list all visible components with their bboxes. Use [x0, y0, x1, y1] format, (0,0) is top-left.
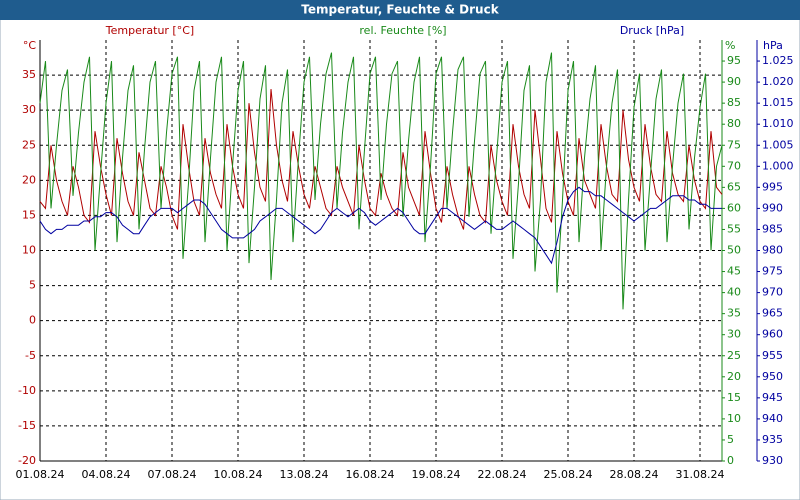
x-tick-label: 04.08.24 — [82, 468, 131, 481]
x-tick-label: 13.08.24 — [280, 468, 329, 481]
y3-tick-label: 1.005 — [762, 138, 794, 151]
y3-unit: hPa — [763, 39, 783, 52]
y2-tick-label: 15 — [727, 391, 741, 404]
x-tick-label: 01.08.24 — [16, 468, 65, 481]
y3-tick-label: 1.025 — [762, 54, 794, 67]
legend-label: Temperatur [°C] — [105, 24, 194, 37]
y3-tick-label: 945 — [762, 391, 783, 404]
y2-tick-label: 20 — [727, 370, 741, 383]
y-unit: °C — [23, 39, 37, 52]
series-line — [39, 186, 722, 265]
series-line — [39, 89, 723, 230]
series-line — [39, 52, 723, 310]
y-tick-label: 25 — [22, 138, 36, 151]
y2-tick-label: 95 — [727, 54, 741, 67]
y2-tick-label: 80 — [727, 117, 741, 130]
x-tick-label: 16.08.24 — [346, 468, 395, 481]
x-tick-label: 25.08.24 — [544, 468, 593, 481]
y3-tick-label: 980 — [762, 244, 783, 257]
legend-label: rel. Feuchte [%] — [359, 24, 446, 37]
y3-tick-label: 935 — [762, 433, 783, 446]
y-tick-label: 5 — [29, 279, 36, 292]
y2-tick-label: 30 — [727, 328, 741, 341]
y2-tick-label: 50 — [727, 244, 741, 257]
y3-tick-label: 1.000 — [762, 159, 794, 172]
y3-tick-label: 990 — [762, 201, 783, 214]
y2-tick-label: 85 — [727, 96, 741, 109]
x-tick-label: 28.08.24 — [610, 468, 659, 481]
y-tick-label: 15 — [22, 208, 36, 221]
y-tick-label: -5 — [25, 349, 36, 362]
y2-tick-label: 65 — [727, 180, 741, 193]
y3-tick-label: 965 — [762, 307, 783, 320]
y-tick-label: 20 — [22, 173, 36, 186]
x-tick-label: 31.08.24 — [676, 468, 725, 481]
y3-tick-label: 1.020 — [762, 75, 794, 88]
y2-tick-label: 5 — [727, 433, 734, 446]
y3-tick-label: 955 — [762, 349, 783, 362]
y-tick-label: -20 — [18, 454, 36, 467]
y-tick-label: 35 — [22, 68, 36, 81]
y3-tick-label: 1.015 — [762, 96, 794, 109]
y3-tick-label: 975 — [762, 265, 783, 278]
y3-tick-label: 995 — [762, 180, 783, 193]
y3-tick-label: 940 — [762, 412, 783, 425]
x-tick-label: 19.08.24 — [412, 468, 461, 481]
legend-label: Druck [hPa] — [620, 24, 684, 37]
y2-tick-label: 75 — [727, 138, 741, 151]
y2-tick-label: 60 — [727, 201, 741, 214]
y2-tick-label: 0 — [727, 454, 734, 467]
y2-tick-label: 35 — [727, 307, 741, 320]
y3-tick-label: 960 — [762, 328, 783, 341]
y-tick-label: 30 — [22, 103, 36, 116]
y2-tick-label: 90 — [727, 75, 741, 88]
y3-tick-label: 1.010 — [762, 117, 794, 130]
y3-tick-label: 950 — [762, 370, 783, 383]
y2-tick-label: 45 — [727, 265, 741, 278]
y2-tick-label: 70 — [727, 159, 741, 172]
y2-tick-label: 40 — [727, 286, 741, 299]
y2-tick-label: 10 — [727, 412, 741, 425]
y2-tick-label: 55 — [727, 222, 741, 235]
x-tick-label: 07.08.24 — [148, 468, 197, 481]
y2-unit: % — [725, 39, 735, 52]
y-tick-label: -15 — [18, 419, 36, 432]
y3-tick-label: 970 — [762, 286, 783, 299]
y-tick-label: 10 — [22, 244, 36, 257]
y-tick-label: 0 — [29, 314, 36, 327]
chart-title: Temperatur, Feuchte & Druck — [301, 3, 499, 17]
x-tick-label: 10.08.24 — [214, 468, 263, 481]
y2-tick-label: 25 — [727, 349, 741, 362]
y3-tick-label: 930 — [762, 454, 783, 467]
y-tick-label: -10 — [18, 384, 36, 397]
x-tick-label: 22.08.24 — [478, 468, 527, 481]
header-bar — [0, 0, 800, 20]
y3-tick-label: 985 — [762, 222, 783, 235]
